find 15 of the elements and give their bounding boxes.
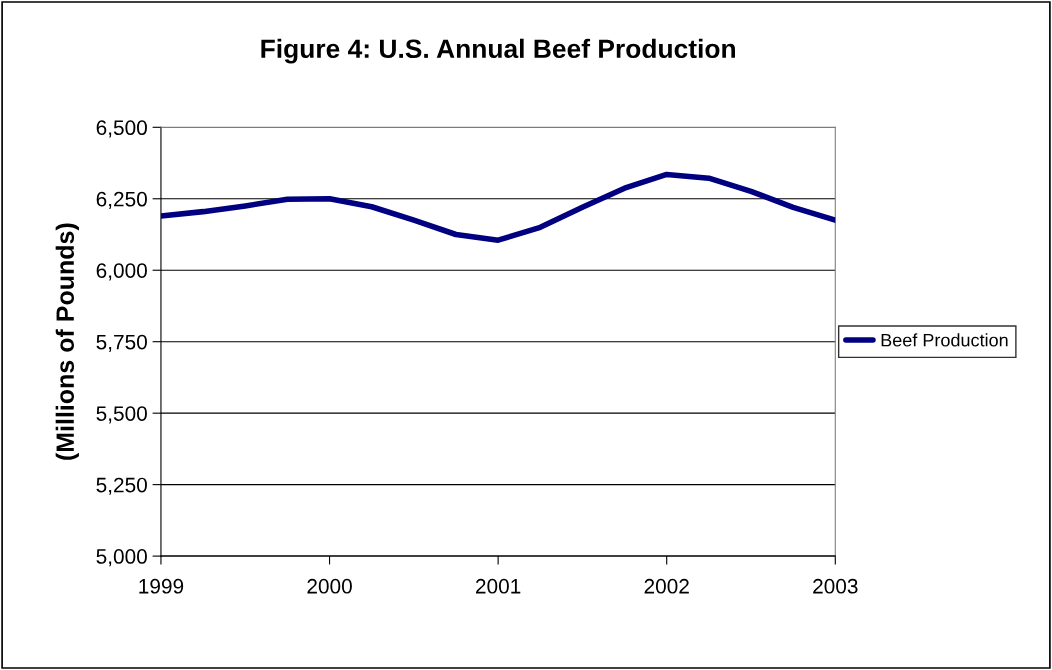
y-tick-label: 5,250: [96, 477, 147, 495]
y-tick-label: 5,500: [96, 406, 147, 424]
y-tick-label: 5,750: [96, 334, 147, 352]
legend-label: Beef Production: [881, 333, 1008, 347]
y-tick-label: 5,000: [96, 549, 147, 567]
x-tick-label: 1999: [139, 578, 184, 594]
y-axis-title: (Millions of Pounds): [55, 223, 79, 460]
x-tick-label: 2000: [307, 578, 352, 594]
y-tick-label: 6,000: [96, 263, 147, 281]
x-tick-label: 2001: [476, 578, 521, 594]
x-tick-label: 2002: [644, 578, 689, 594]
x-tick-label: 2003: [813, 578, 858, 594]
y-tick-label: 6,500: [96, 120, 147, 138]
y-tick-label: 6,250: [96, 191, 147, 209]
chart-title: Figure 4: U.S. Annual Beef Production: [261, 38, 735, 64]
